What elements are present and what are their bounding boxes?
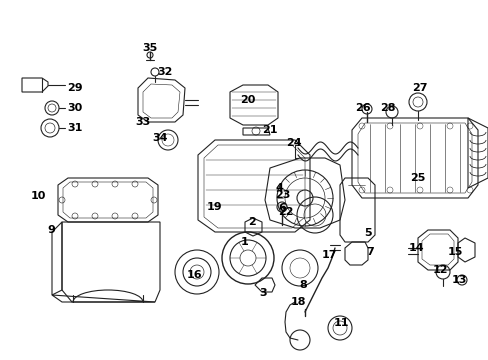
Text: 5: 5	[364, 228, 371, 238]
Text: 26: 26	[354, 103, 370, 113]
Text: 32: 32	[157, 67, 172, 77]
Text: 24: 24	[285, 138, 301, 148]
Text: 16: 16	[187, 270, 203, 280]
Text: 35: 35	[142, 43, 157, 53]
Text: 7: 7	[366, 247, 373, 257]
Text: 19: 19	[206, 202, 222, 212]
Text: 14: 14	[408, 243, 424, 253]
Text: 13: 13	[450, 275, 466, 285]
Text: 3: 3	[259, 288, 266, 298]
Text: 31: 31	[67, 123, 82, 133]
Text: 25: 25	[409, 173, 425, 183]
Text: 20: 20	[240, 95, 255, 105]
Text: 15: 15	[447, 247, 462, 257]
Text: 6: 6	[278, 203, 285, 213]
Text: 21: 21	[262, 125, 277, 135]
Text: 22: 22	[278, 207, 293, 217]
Text: 33: 33	[135, 117, 150, 127]
Text: 10: 10	[30, 191, 45, 201]
Text: 11: 11	[332, 318, 348, 328]
Text: 23: 23	[275, 190, 290, 200]
Text: 8: 8	[299, 280, 306, 290]
Text: 17: 17	[321, 250, 336, 260]
Text: 28: 28	[380, 103, 395, 113]
Text: 18: 18	[290, 297, 305, 307]
Text: 9: 9	[47, 225, 55, 235]
Text: 30: 30	[67, 103, 82, 113]
Text: 27: 27	[411, 83, 427, 93]
Text: 1: 1	[241, 237, 248, 247]
Text: 29: 29	[67, 83, 82, 93]
Text: 4: 4	[274, 183, 283, 193]
Text: 2: 2	[247, 217, 255, 227]
Text: 12: 12	[431, 265, 447, 275]
Text: 34: 34	[152, 133, 167, 143]
